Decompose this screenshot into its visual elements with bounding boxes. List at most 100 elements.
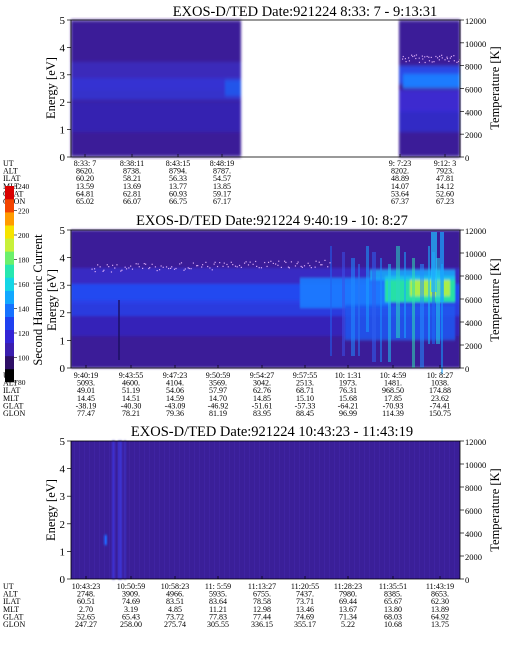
texture-stripe: [449, 441, 450, 579]
ephemeris-value: 53.64: [391, 189, 409, 198]
ephemeris-value: 12.98: [253, 605, 271, 614]
temperature-point: [183, 269, 185, 271]
temperature-point: [446, 56, 448, 58]
ephemeris-value: 114.39: [382, 409, 404, 418]
panel-2-title: EXOS-D/TED Date:921224 9:40:19 - 10: 8:2…: [136, 213, 408, 229]
texture-stripe: [444, 441, 445, 579]
ephemeris-value: 71.34: [339, 612, 357, 621]
temperature-point: [408, 60, 411, 62]
texture-stripe: [94, 441, 95, 579]
ephemeris-value: 66.07: [123, 197, 141, 206]
temperature-point: [424, 56, 426, 58]
ephemeris-value: 14.45: [77, 394, 95, 403]
ephemeris-value: 10: 8:27: [427, 371, 453, 380]
temperature-point: [424, 61, 426, 64]
panel-1-band-lower-right: [399, 90, 460, 112]
temperature-point: [102, 270, 104, 272]
texture-stripe: [144, 441, 145, 579]
temperature-point: [448, 60, 450, 62]
ephemeris-value: 7923.: [436, 167, 454, 176]
texture-stripe: [344, 441, 345, 579]
texture-stripe: [214, 441, 215, 579]
energy-tick-label: 2: [60, 97, 66, 109]
ephemeris-value: 1481.: [384, 379, 402, 388]
temperature-point: [405, 61, 407, 63]
temperature-point: [222, 265, 224, 267]
ephemeris-value: 60.20: [76, 174, 94, 183]
ephemeris-value: 9:47:23: [163, 371, 187, 380]
temperature-point: [230, 261, 232, 263]
temperature-point: [278, 260, 280, 262]
ephemeris-value: 13.80: [384, 605, 402, 614]
spectral-stripe: [366, 246, 369, 332]
temperature-point: [137, 263, 139, 265]
spectral-stripe: [420, 264, 424, 368]
temperature-point: [431, 61, 433, 63]
texture-stripe: [334, 441, 335, 579]
ephemeris-value: 54.57: [213, 174, 231, 183]
ephemeris-value: 8653.: [431, 590, 449, 599]
ephemeris-row-label: ALT: [3, 379, 18, 388]
ephemeris-value: -43.09: [165, 401, 186, 410]
temperature-tick-label: 12000: [465, 226, 486, 236]
ephemeris-value: 13.59: [76, 182, 94, 191]
temperature-point: [456, 61, 458, 63]
temperature-point: [160, 265, 162, 267]
ephemeris-value: 258.00: [120, 620, 142, 629]
temperature-point: [158, 269, 161, 271]
panel-3-background: [71, 441, 460, 579]
energy-tick-label: 4: [60, 253, 66, 265]
panel-1: EXOS-D/TED Date:921224 8:33: 7 - 9:13:31…: [3, 4, 502, 206]
texture-stripe: [219, 441, 220, 579]
temperature-point: [412, 55, 414, 58]
temperature-point: [240, 266, 242, 268]
ephemeris-value: 4966.: [166, 590, 184, 599]
temperature-point: [197, 264, 199, 267]
energy-tick-label: 4: [60, 42, 66, 54]
ephemeris-value: 51.19: [122, 386, 140, 395]
ephemeris-value: 65.02: [76, 197, 94, 206]
texture-stripe: [299, 441, 300, 579]
ephemeris-value: 8:48:19: [210, 159, 234, 168]
ephemeris-value: 67.23: [436, 197, 454, 206]
temperature-tick-label: 12000: [465, 437, 486, 447]
texture-stripe: [419, 441, 420, 579]
temperature-point: [260, 267, 263, 269]
temperature-point: [430, 56, 432, 59]
ephemeris-value: 13.75: [431, 620, 449, 629]
temperature-point: [411, 54, 413, 56]
temperature-tick-label: 12000: [465, 16, 486, 26]
ephemeris-value: 7437.: [296, 590, 314, 599]
energy-tick-label: 3: [60, 280, 66, 292]
temperature-point: [249, 261, 251, 263]
ephemeris-value: 14.70: [209, 394, 227, 403]
texture-stripe: [289, 441, 290, 579]
ephemeris-value: 13.89: [431, 605, 449, 614]
ephemeris-value: 14.59: [166, 394, 184, 403]
temperature-point: [171, 266, 173, 268]
ephemeris-value: 9:40:19: [74, 371, 98, 380]
temperature-tick-label: 8000: [465, 62, 482, 72]
panel-2-spectrogram: [71, 230, 460, 368]
panel-3-y2label: Temperature [K]: [488, 468, 502, 551]
temperature-point: [441, 54, 443, 56]
texture-stripe: [384, 441, 385, 579]
texture-stripe: [394, 441, 395, 579]
ephemeris-row-label: MLT: [3, 394, 19, 403]
temperature-point: [223, 262, 225, 264]
ephemeris-value: 65.43: [122, 612, 140, 621]
texture-stripe: [424, 441, 425, 579]
temperature-point: [450, 55, 453, 58]
texture-stripe: [264, 441, 265, 579]
ephemeris-row-label: ILAT: [3, 597, 20, 606]
ephemeris-row-label: GLON: [3, 409, 25, 418]
panel-1-ephemeris: UTALTILATMLTGLATGLON8:33: 78620.60.2013.…: [3, 159, 456, 206]
texture-stripe: [84, 441, 85, 579]
ephemeris-value: 10: 1:31: [335, 371, 361, 380]
spectral-stripe: [380, 258, 382, 362]
texture-stripe: [439, 441, 440, 579]
temperature-point: [267, 261, 270, 263]
ephemeris-value: 11:35:51: [379, 582, 407, 591]
texture-stripe: [259, 441, 260, 579]
